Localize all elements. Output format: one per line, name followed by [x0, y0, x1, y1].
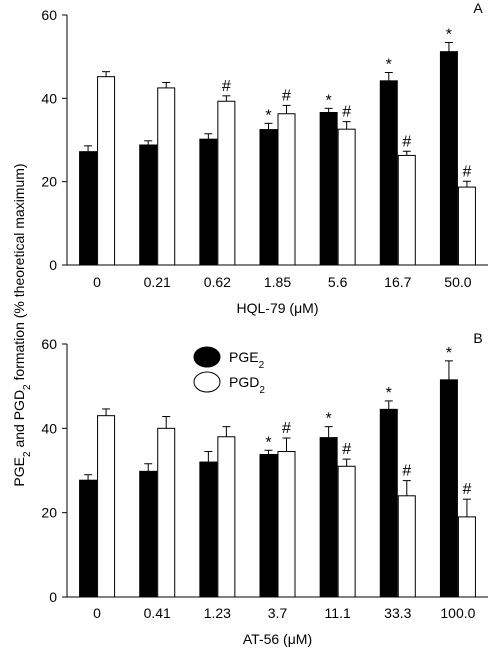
panel-b-bar-pge2	[139, 470, 158, 598]
panel-a-y-tick-label: 0	[49, 257, 57, 273]
panel-a-bar-pgd2	[217, 100, 236, 266]
panel-b-bar-pge2	[379, 408, 398, 598]
panel-b-x-tick-label: 33.3	[384, 605, 411, 621]
panel-b-significance-marker: *	[326, 411, 332, 428]
panel-a-bar-pge2	[79, 151, 98, 266]
panel-a-bar-pge2	[379, 80, 398, 266]
panel-a-x-tick-label: 16.7	[384, 274, 411, 290]
panel-b-significance-marker: *	[446, 345, 452, 362]
panel-b-bar-pge2	[319, 437, 338, 598]
legend-label-pge2: PGE2	[229, 349, 265, 371]
panel-b-bar-pgd2	[397, 495, 416, 598]
panel-a-bar-pgd2	[337, 128, 356, 266]
panel-b-y-tick-label: 20	[41, 505, 57, 521]
panel-b-bar-pgd2	[157, 427, 176, 598]
panel-a-significance-marker: #	[222, 78, 231, 95]
panel-a-significance-marker: #	[462, 163, 471, 180]
panel-a-significance-marker: #	[342, 104, 351, 121]
panel-a-x-tick-label: 0	[93, 274, 101, 290]
panel-b-y-tick-label: 40	[41, 420, 57, 436]
panel-b-x-tick-label: 100.0	[440, 605, 475, 621]
panel-a-x-tick-label: 5.6	[328, 274, 348, 290]
panel-a-x-tick-label: 1.85	[264, 274, 291, 290]
panel-a-bar-pgd2	[457, 186, 476, 266]
panel-b-y-tick-label: 0	[49, 589, 57, 605]
panel-b-x-tick-label: 1.23	[204, 605, 231, 621]
panel-b-x-tick-label: 3.7	[268, 605, 288, 621]
legend-label-pgd2: PGD2	[229, 374, 265, 396]
panel-b-bar-pge2	[259, 453, 278, 598]
panel-b-bar-pgd2	[457, 516, 476, 598]
panel-a-x-tick-label: 0.21	[144, 274, 171, 290]
panel-b-bar-pge2	[439, 379, 458, 598]
panel-b-significance-marker: #	[342, 441, 351, 458]
panel-a-significance-marker: *	[326, 92, 332, 109]
panel-a-bar-pge2	[139, 144, 158, 266]
panel-b-significance-marker: *	[265, 434, 271, 451]
panel-a-bar-pgd2	[397, 154, 416, 266]
panel-a-bar-pge2	[319, 112, 338, 266]
panel-b-x-tick-label: 0.41	[144, 605, 171, 621]
panel-a-bar-pge2	[259, 129, 278, 266]
panel-b-bar-pge2	[79, 479, 98, 598]
panel-b-y-tick-label: 60	[41, 336, 57, 352]
panel-b-bar-pgd2	[97, 415, 116, 598]
panel-a-x-axis-title: HQL-79 (μM)	[237, 300, 319, 316]
panel-a-significance-marker: *	[446, 27, 452, 44]
panel-a-significance-marker: *	[265, 107, 271, 124]
panel-a-significance-marker: #	[402, 133, 411, 150]
panel-a-bar-pge2	[199, 138, 218, 266]
panel-a-y-tick-label: 20	[41, 174, 57, 190]
panel-a-x-tick-label: 50.0	[444, 274, 471, 290]
panel-a-y-tick-label: 40	[41, 90, 57, 106]
panel-a-x-tick-label: 0.62	[204, 274, 231, 290]
panel-b-panel-letter: B	[473, 330, 482, 346]
panel-a-bar-pge2	[439, 51, 458, 266]
y-axis-title: PGE2 and PGD2 formation (% theoretical m…	[11, 163, 33, 486]
panel-a-panel-letter: A	[473, 0, 483, 16]
panel-b-significance-marker: *	[386, 385, 392, 402]
panel-b-significance-marker: #	[462, 481, 471, 498]
panel-a-bar-pgd2	[157, 87, 176, 266]
panel-b-x-tick-label: 0	[93, 605, 101, 621]
legend: PGE2 PGD2	[193, 346, 265, 396]
panel-b-x-tick-label: 11.1	[325, 605, 351, 621]
panel-a-y-tick-label: 60	[41, 7, 57, 23]
panel-b-x-axis-title: AT-56 (μM)	[243, 631, 312, 647]
panel-a-significance-marker: #	[282, 87, 291, 104]
panel-a-bar-pgd2	[97, 76, 116, 266]
panel-b-significance-marker: #	[282, 420, 291, 437]
panel-b-bar-pgd2	[217, 436, 236, 598]
panel-a-bar-pgd2	[277, 113, 296, 266]
panel-b-bar-pge2	[199, 461, 218, 598]
legend-swatch-pge2	[193, 346, 221, 368]
panel-b-significance-marker: #	[402, 463, 411, 480]
panel-b-bar-pgd2	[277, 451, 296, 598]
panel-a-significance-marker: *	[386, 57, 392, 74]
legend-swatch-pgd2	[193, 371, 221, 393]
panel-b-bar-pgd2	[337, 465, 356, 598]
